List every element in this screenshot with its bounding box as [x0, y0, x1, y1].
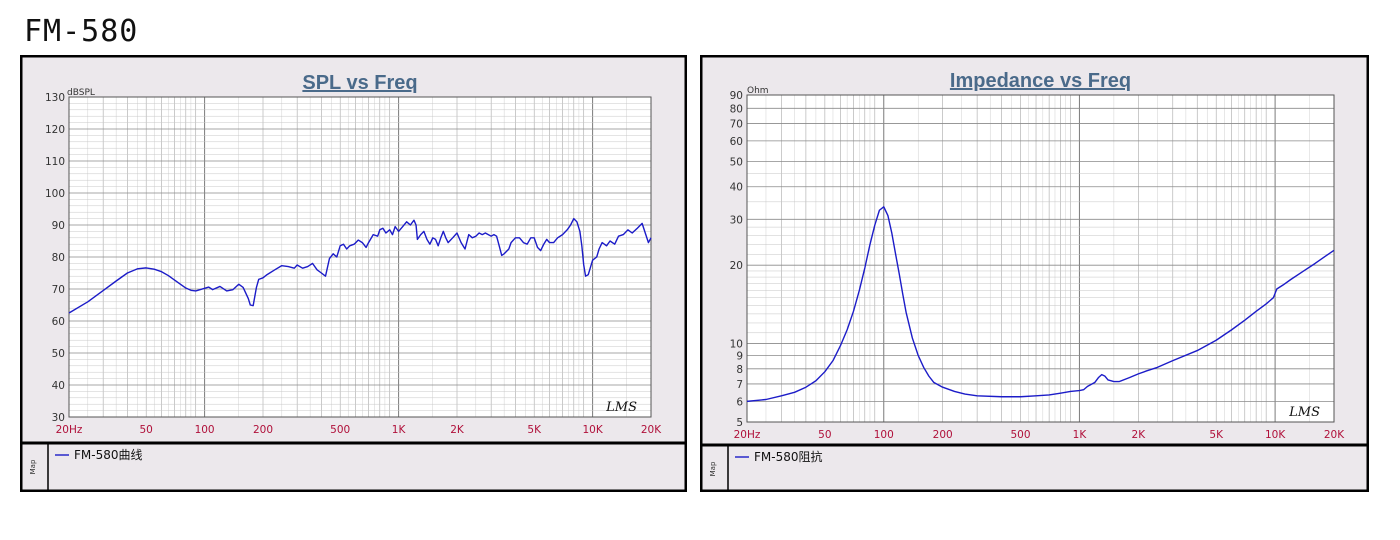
- plot-border: [68, 96, 652, 418]
- x-tick-label: 20Hz: [734, 429, 761, 441]
- x-tick-label: 10K: [582, 424, 603, 436]
- y-tick-label: 30: [730, 214, 743, 226]
- y-tick-label: 80: [730, 103, 743, 115]
- grid-lines: [746, 94, 1335, 423]
- y-tick-label: 30: [52, 412, 65, 424]
- spl-chart-panel: SPL vs Freq dBSPL 30 40 50 60 70 80 90 100 110 120 1…: [20, 55, 687, 492]
- x-tick-label: 2K: [450, 424, 465, 436]
- legend-entry: FM-580曲线: [74, 448, 143, 462]
- x-tick-label: 200: [933, 429, 953, 441]
- y-unit-label: dBSPL: [67, 88, 95, 98]
- y-tick-label: 50: [52, 348, 65, 360]
- y-tick-label: 50: [730, 156, 743, 168]
- y-tick-label: 130: [45, 92, 65, 104]
- series-line: [746, 206, 1335, 403]
- x-tick-label: 20K: [1324, 429, 1345, 441]
- plot-area: [747, 95, 1334, 422]
- x-tick-label: 20K: [641, 424, 662, 436]
- x-tick-label: 5K: [1209, 429, 1224, 441]
- x-tick-label: 100: [874, 429, 894, 441]
- series-line: [68, 217, 652, 314]
- x-tick-label: 10K: [1265, 429, 1286, 441]
- x-tick-label: 500: [1011, 429, 1031, 441]
- y-tick-label: 60: [52, 316, 65, 328]
- y-tick-label: 5: [736, 417, 743, 429]
- page-title: FM-580: [24, 14, 139, 49]
- y-tick-label: 110: [45, 156, 65, 168]
- legend-side-label: Map: [29, 459, 37, 474]
- chart-title: SPL vs Freq: [302, 72, 417, 94]
- x-tick-label: 2K: [1132, 429, 1147, 441]
- x-tick-label: 1K: [1073, 429, 1088, 441]
- watermark-lms: LMS: [605, 400, 637, 415]
- x-tick-label: 1K: [392, 424, 407, 436]
- impedance-chart-panel: Impedance vs Freq Ohm 5 6 7 8 9 10 20 30 40 50 60 70 8…: [700, 55, 1369, 492]
- y-tick-label: 90: [52, 220, 65, 232]
- x-tick-label: 5K: [527, 424, 542, 436]
- y-tick-label: 40: [52, 380, 65, 392]
- y-tick-label: 60: [730, 136, 743, 148]
- y-tick-label: 70: [52, 284, 65, 296]
- y-tick-label: 100: [45, 188, 65, 200]
- x-tick-label: 100: [195, 424, 215, 436]
- y-tick-label: 6: [736, 396, 743, 408]
- y-tick-label: 9: [736, 351, 743, 363]
- y-tick-label: 70: [730, 118, 743, 130]
- watermark-lms: LMS: [1288, 405, 1320, 420]
- x-tick-label: 50: [818, 429, 831, 441]
- y-tick-label: 90: [730, 90, 743, 102]
- y-tick-label: 40: [730, 182, 743, 194]
- plot-border: [746, 94, 1335, 423]
- spl-chart: SPL vs Freq dBSPL 30 40 50 60 70 80 90 100 110 120 1…: [20, 55, 687, 492]
- y-tick-label: 20: [730, 260, 743, 272]
- x-tick-label: 50: [140, 424, 153, 436]
- legend-area: [702, 446, 1367, 490]
- y-unit-label: Ohm: [747, 86, 769, 96]
- y-tick-label: 10: [730, 339, 743, 351]
- y-tick-label: 8: [736, 364, 743, 376]
- y-tick-label: 7: [736, 379, 743, 391]
- chart-title: Impedance vs Freq: [950, 70, 1131, 92]
- legend-area: [22, 444, 685, 490]
- x-tick-label: 20Hz: [56, 424, 83, 436]
- legend-side-label: Map: [709, 461, 717, 476]
- legend-entry: FM-580阻抗: [754, 449, 823, 464]
- y-tick-label: 80: [52, 252, 65, 264]
- y-tick-label: 120: [45, 124, 65, 136]
- x-tick-label: 200: [253, 424, 273, 436]
- x-tick-label: 500: [330, 424, 350, 436]
